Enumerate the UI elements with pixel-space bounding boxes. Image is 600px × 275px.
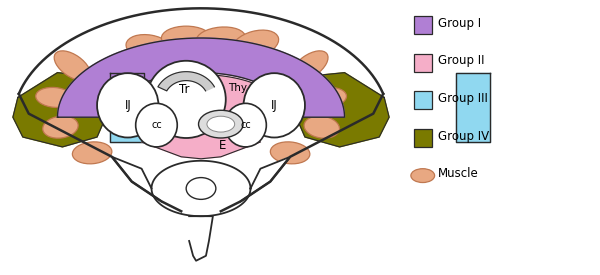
Bar — [414, 16, 431, 34]
Polygon shape — [58, 38, 344, 117]
Polygon shape — [152, 161, 251, 216]
Ellipse shape — [199, 110, 243, 138]
Ellipse shape — [136, 103, 177, 147]
Ellipse shape — [126, 35, 173, 61]
Text: cc: cc — [240, 120, 251, 130]
Ellipse shape — [232, 30, 278, 58]
Bar — [414, 54, 431, 72]
Polygon shape — [158, 72, 214, 91]
Text: E: E — [219, 139, 226, 152]
Polygon shape — [241, 157, 290, 201]
Text: Thy: Thy — [228, 82, 247, 92]
Ellipse shape — [43, 116, 78, 138]
Ellipse shape — [97, 73, 158, 138]
Ellipse shape — [292, 51, 328, 81]
Ellipse shape — [196, 27, 245, 51]
Ellipse shape — [225, 103, 266, 147]
Text: IJ: IJ — [271, 99, 278, 112]
Polygon shape — [110, 73, 143, 142]
Polygon shape — [114, 75, 288, 159]
Text: Group II: Group II — [437, 54, 484, 67]
Ellipse shape — [186, 178, 216, 199]
Polygon shape — [112, 157, 161, 201]
Text: cc: cc — [151, 120, 162, 130]
Ellipse shape — [161, 26, 211, 50]
Bar — [414, 129, 431, 147]
Text: Group I: Group I — [437, 17, 481, 30]
Ellipse shape — [207, 116, 235, 132]
Polygon shape — [457, 73, 490, 142]
Text: Tr: Tr — [179, 83, 190, 96]
Ellipse shape — [271, 142, 310, 164]
Ellipse shape — [411, 169, 434, 183]
Bar — [414, 92, 431, 109]
Polygon shape — [189, 216, 213, 261]
Polygon shape — [292, 73, 389, 147]
Text: Muscle: Muscle — [437, 167, 478, 180]
Ellipse shape — [36, 87, 73, 108]
Ellipse shape — [54, 51, 91, 81]
Ellipse shape — [304, 116, 340, 138]
Ellipse shape — [244, 73, 305, 138]
Polygon shape — [13, 73, 110, 147]
Text: IJ: IJ — [124, 99, 131, 112]
Ellipse shape — [146, 61, 226, 138]
Text: Group III: Group III — [437, 92, 487, 105]
Text: Group IV: Group IV — [437, 130, 489, 142]
Ellipse shape — [73, 142, 112, 164]
Ellipse shape — [309, 87, 346, 108]
